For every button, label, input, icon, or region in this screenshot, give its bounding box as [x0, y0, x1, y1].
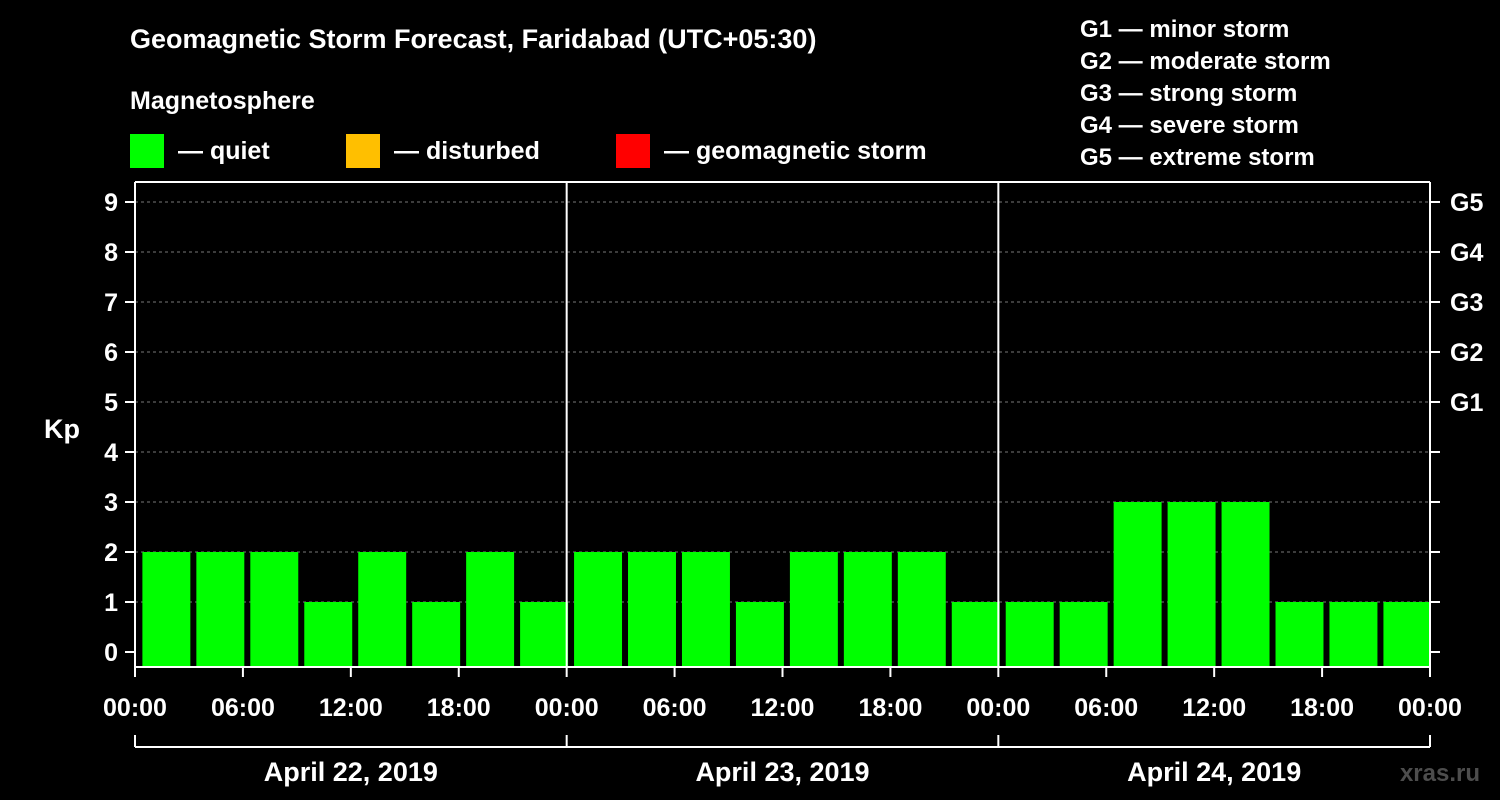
- x-tick-label: 06:00: [211, 694, 275, 722]
- legend-item-disturbed: — disturbed: [346, 134, 540, 168]
- kp-bar: [520, 602, 569, 667]
- storm-level-g4: G4 — severe storm: [1080, 112, 1299, 139]
- watermark: xras.ru: [1400, 760, 1480, 787]
- kp-bar: [951, 602, 1000, 667]
- y-tick-label: 0: [104, 639, 118, 667]
- storm-swatch: [616, 134, 650, 168]
- kp-bar: [304, 602, 353, 667]
- y-tick-label: 5: [104, 389, 118, 417]
- legend-label-quiet: — quiet: [178, 136, 270, 165]
- quiet-swatch: [130, 134, 164, 168]
- g-scale-label: G3: [1450, 289, 1483, 317]
- kp-bar: [466, 552, 515, 667]
- kp-bar: [789, 552, 838, 667]
- g-scale-label: G5: [1450, 189, 1483, 217]
- day-label: April 23, 2019: [695, 757, 869, 787]
- day-label: April 24, 2019: [1127, 757, 1301, 787]
- x-tick-label: 06:00: [1074, 694, 1138, 722]
- y-tick-label: 7: [104, 289, 118, 317]
- legend-heading: Magnetosphere: [130, 87, 315, 115]
- kp-bar: [1005, 602, 1054, 667]
- kp-bar: [1167, 502, 1216, 667]
- g-scale-ticks: G1 G2 G3 G4 G5: [1450, 189, 1483, 417]
- x-tick-label: 18:00: [427, 694, 491, 722]
- kp-bar: [843, 552, 892, 667]
- x-tick-label: 12:00: [1182, 694, 1246, 722]
- kp-bar: [1275, 602, 1324, 667]
- kp-bar: [412, 602, 461, 667]
- bar-series: [142, 502, 1430, 667]
- disturbed-swatch: [346, 134, 380, 168]
- x-axis-ticks: 00:00 06:00 12:00 18:00 00:00 06:00 12:00 18:00…: [103, 667, 1462, 722]
- y-tick-label: 6: [104, 339, 118, 367]
- x-tick-label: 00:00: [1398, 694, 1462, 722]
- x-tick-label: 18:00: [858, 694, 922, 722]
- x-tick-label: 18:00: [1290, 694, 1354, 722]
- kp-bar: [1383, 602, 1430, 667]
- y-axis-ticks: 0 1 2 3 4 5 6 7 8 9: [104, 189, 1440, 667]
- y-tick-label: 9: [104, 189, 118, 217]
- kp-bar: [1059, 602, 1108, 667]
- y-tick-label: 3: [104, 489, 118, 517]
- day-labels: April 22, 2019 April 23, 2019 April 24, 20…: [134, 735, 1431, 787]
- kp-bar: [1221, 502, 1270, 667]
- x-tick-label: 00:00: [535, 694, 599, 722]
- x-tick-label: 00:00: [966, 694, 1030, 722]
- kp-bar: [574, 552, 623, 667]
- legend-label-disturbed: — disturbed: [394, 136, 540, 165]
- kp-bar: [250, 552, 299, 667]
- y-axis-label: Kp: [44, 414, 80, 444]
- y-tick-label: 1: [104, 589, 118, 617]
- legend-label-storm: — geomagnetic storm: [664, 136, 927, 165]
- x-tick-label: 06:00: [643, 694, 707, 722]
- x-tick-label: 12:00: [751, 694, 815, 722]
- storm-level-g3: G3 — strong storm: [1080, 80, 1297, 107]
- x-tick-label: 00:00: [103, 694, 167, 722]
- kp-bar: [196, 552, 245, 667]
- kp-bar: [358, 552, 407, 667]
- kp-bar: [628, 552, 676, 667]
- kp-bar: [142, 552, 191, 667]
- y-tick-label: 2: [104, 539, 118, 567]
- storm-level-list: G1 — minor storm G2 — moderate storm G3 …: [1080, 16, 1331, 171]
- kp-bar: [1113, 502, 1162, 667]
- kp-bar: [897, 552, 946, 667]
- storm-level-g2: G2 — moderate storm: [1080, 48, 1331, 75]
- legend-item-quiet: — quiet: [130, 134, 270, 168]
- g-scale-label: G1: [1450, 389, 1483, 417]
- kp-bar: [681, 552, 730, 667]
- storm-level-g5: G5 — extreme storm: [1080, 144, 1315, 171]
- x-tick-label: 12:00: [319, 694, 383, 722]
- day-label: April 22, 2019: [264, 757, 438, 787]
- g-scale-label: G2: [1450, 339, 1483, 367]
- g-scale-label: G4: [1450, 239, 1483, 267]
- y-tick-label: 4: [104, 439, 118, 467]
- chart-title: Geomagnetic Storm Forecast, Faridabad (U…: [130, 24, 816, 54]
- y-tick-label: 8: [104, 239, 118, 267]
- storm-level-g1: G1 — minor storm: [1080, 16, 1289, 43]
- legend-item-storm: — geomagnetic storm: [616, 134, 927, 168]
- kp-bar: [1329, 602, 1378, 667]
- kp-bar: [735, 602, 784, 667]
